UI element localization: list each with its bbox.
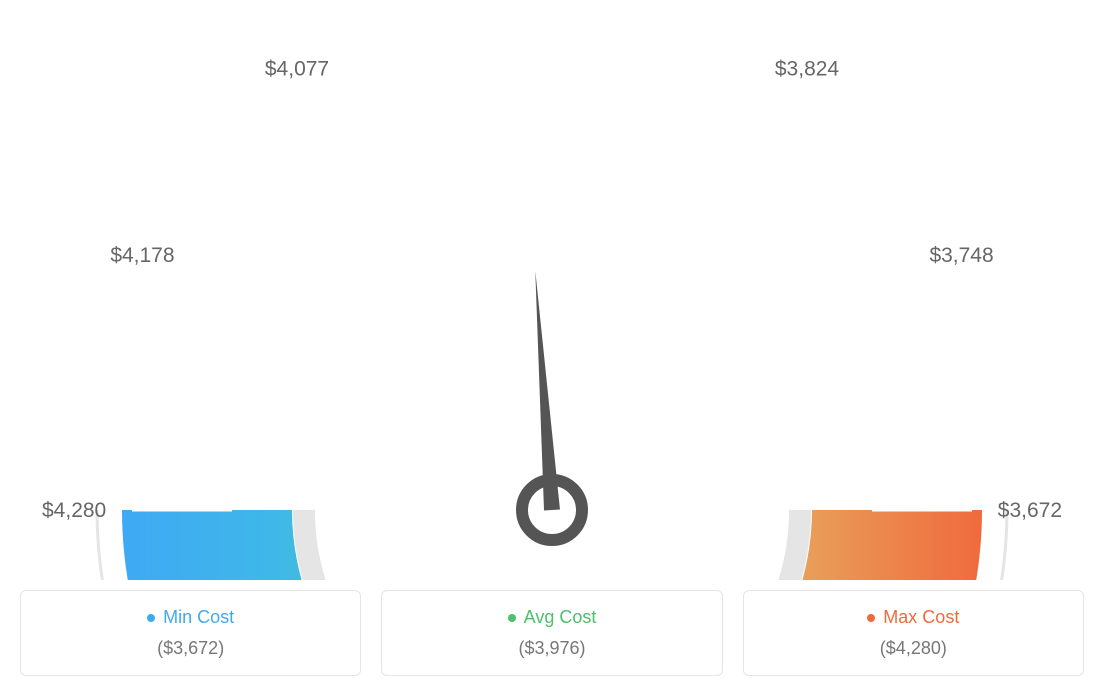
legend-card-max: Max Cost ($4,280) xyxy=(743,590,1084,676)
legend-value-avg: ($3,976) xyxy=(402,638,701,659)
cost-gauge-chart: $3,672$3,748$3,824$3,976$4,077$4,178$4,2… xyxy=(20,20,1084,580)
gauge-tick-label: $4,280 xyxy=(42,499,106,522)
legend-value-max: ($4,280) xyxy=(764,638,1063,659)
gauge-tick-label: $4,178 xyxy=(110,244,174,267)
legend-dot-avg xyxy=(508,614,516,622)
legend-dot-min xyxy=(147,614,155,622)
gauge-svg: $3,672$3,748$3,824$3,976$4,077$4,178$4,2… xyxy=(20,20,1084,580)
gauge-tick-label: $3,824 xyxy=(775,57,840,80)
gauge-tick-label: $3,748 xyxy=(929,244,993,267)
legend-value-min: ($3,672) xyxy=(41,638,340,659)
legend-card-min: Min Cost ($3,672) xyxy=(20,590,361,676)
gauge-tick-label: $4,077 xyxy=(265,57,329,80)
legend-title-max: Max Cost xyxy=(883,607,959,628)
legend-card-avg: Avg Cost ($3,976) xyxy=(381,590,722,676)
gauge-tick-label: $3,672 xyxy=(998,499,1062,522)
legend-title-avg: Avg Cost xyxy=(524,607,597,628)
legend-row: Min Cost ($3,672) Avg Cost ($3,976) Max … xyxy=(20,590,1084,676)
legend-dot-max xyxy=(867,614,875,622)
legend-title-min: Min Cost xyxy=(163,607,234,628)
